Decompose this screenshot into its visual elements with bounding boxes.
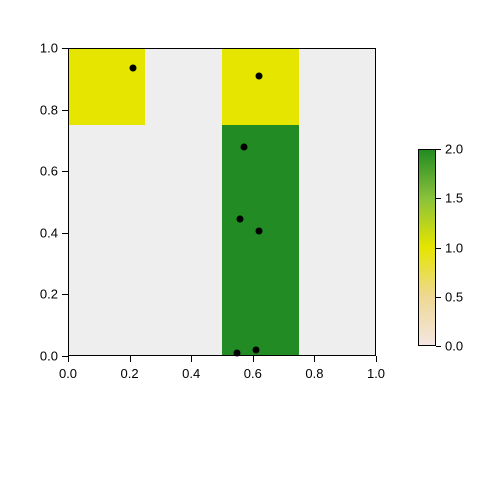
y-tick-label: 0.2 [40,287,58,302]
x-tick [68,356,69,362]
colorbar-tick [436,149,441,150]
data-point [240,143,247,150]
x-tick [130,356,131,362]
colorbar-tick [436,248,441,249]
x-tick [314,356,315,362]
y-tick [62,294,68,295]
y-tick [62,356,68,357]
x-tick-label: 0.4 [182,366,200,381]
y-tick [62,110,68,111]
x-tick [191,356,192,362]
x-tick [253,356,254,362]
data-point [255,72,262,79]
y-tick [62,171,68,172]
colorbar-tick [436,198,441,199]
x-tick [376,356,377,362]
data-point [237,215,244,222]
data-point [129,65,136,72]
colorbar-tick-label: 1.0 [445,240,463,255]
x-tick-label: 1.0 [367,366,385,381]
colorbar-tick [436,297,441,298]
y-tick [62,48,68,49]
y-tick-label: 0.6 [40,164,58,179]
colorbar-tick-label: 0.0 [445,339,463,354]
colorbar-tick-label: 1.5 [445,191,463,206]
x-tick-label: 0.2 [121,366,139,381]
y-tick-label: 0.4 [40,225,58,240]
y-tick-label: 0.0 [40,349,58,364]
data-point [255,228,262,235]
x-tick-label: 0.0 [59,366,77,381]
y-tick-label: 0.8 [40,102,58,117]
y-tick [62,233,68,234]
colorbar-tick [436,346,441,347]
chart-stage: { "chart": { "type": "heatmap-with-point… [0,0,500,500]
data-point [252,346,259,353]
data-point [234,349,241,356]
colorbar [418,149,436,346]
x-tick-label: 0.8 [305,366,323,381]
plot-border [68,48,376,356]
colorbar-tick-label: 0.5 [445,289,463,304]
colorbar-tick-label: 2.0 [445,142,463,157]
y-tick-label: 1.0 [40,41,58,56]
x-tick-label: 0.6 [244,366,262,381]
